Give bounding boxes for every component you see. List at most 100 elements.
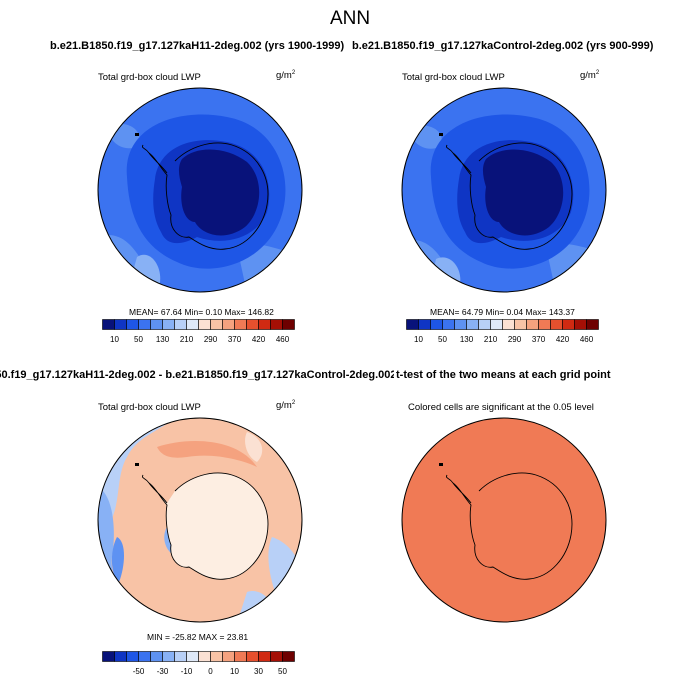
colorbar-swatch: [186, 319, 199, 330]
colorbar-tick-label: 290: [203, 335, 218, 344]
panel4-field-label: Colored cells are significant at the 0.0…: [408, 402, 594, 413]
panel3-title-clip: b.e21.B1850.f19_g17.127kaH11-2deg.002 - …: [0, 369, 394, 383]
main-title: ANN: [329, 8, 371, 29]
colorbar-swatch: [138, 651, 151, 662]
colorbar-swatch: [550, 319, 563, 330]
colorbar-tick-label: 130: [155, 335, 170, 344]
panel2-stats: MEAN= 64.79 Min= 0.04 Max= 143.37: [430, 307, 575, 317]
colorbar-swatch: [198, 319, 211, 330]
colorbar-swatch: [234, 319, 247, 330]
colorbar-swatch: [186, 651, 199, 662]
colorbar-swatch: [586, 319, 599, 330]
colorbar-tick-label: 50: [438, 335, 447, 344]
colorbar-swatch: [418, 319, 431, 330]
colorbar-tick-label: -10: [180, 667, 193, 676]
colorbar-swatch: [406, 319, 419, 330]
colorbar-swatch: [102, 319, 115, 330]
panel1-antarctic-interior: [178, 149, 260, 236]
panel4-island-marker: [439, 463, 443, 466]
colorbar-tick-label: 10: [110, 335, 119, 344]
panel3-stats: MIN = -25.82 MAX = 23.81: [147, 632, 249, 642]
colorbar-tick-label: 0: [208, 667, 213, 676]
colorbar-swatch: [562, 319, 575, 330]
colorbar-swatch: [574, 319, 587, 330]
colorbar-swatch: [246, 319, 259, 330]
panel1-polar-map: [97, 87, 303, 293]
colorbar-swatch: [198, 651, 211, 662]
colorbar-tick-label: 210: [179, 335, 194, 344]
panel2-units: g/m2: [580, 70, 600, 82]
colorbar-tick-label: -30: [156, 667, 169, 676]
panel1-coastline: [142, 142, 269, 250]
panel3-pale-northeast: [245, 432, 263, 462]
panel1-colorbar: [102, 319, 295, 330]
colorbar-swatch: [222, 651, 235, 662]
colorbar-tick-label: 460: [275, 335, 290, 344]
panel1-units: g/m2: [276, 70, 296, 82]
panel2-field-label: Total grd-box cloud LWP: [402, 72, 505, 83]
colorbar-swatch: [114, 319, 127, 330]
panel1-map-border: [97, 87, 303, 293]
panel1-island-marker: [135, 133, 139, 136]
panel2-case-title: b.e21.B1850.f19_g17.127kaControl-2deg.00…: [352, 40, 654, 52]
colorbar-tick-label: 420: [251, 335, 266, 344]
colorbar-swatch: [174, 651, 187, 662]
colorbar-swatch: [246, 651, 259, 662]
panel4-polar-map: [401, 417, 607, 623]
panel2-polar-map: [401, 87, 607, 293]
panel3-map-border: [97, 417, 303, 623]
colorbar-swatch: [270, 319, 283, 330]
colorbar-tick-label: 370: [531, 335, 546, 344]
colorbar-tick-label: 10: [230, 667, 239, 676]
panel4-coastline: [446, 472, 573, 580]
colorbar-swatch: [270, 651, 283, 662]
colorbar-tick-label: -50: [132, 667, 145, 676]
panel2-antarctic-interior: [482, 149, 564, 236]
colorbar-swatch: [430, 319, 443, 330]
panel3-case-title: b.e21.B1850.f19_g17.127kaH11-2deg.002 - …: [0, 369, 394, 381]
colorbar-swatch: [478, 319, 491, 330]
colorbar-swatch: [138, 319, 151, 330]
colorbar-swatch: [210, 319, 223, 330]
panel3-island-marker: [135, 463, 139, 466]
panel2-colorbar: [406, 319, 599, 330]
panel1-field-label: Total grd-box cloud LWP: [98, 72, 201, 83]
panel1-case-title: b.e21.B1850.f19_g17.127kaH11-2deg.002 (y…: [50, 40, 345, 52]
colorbar-swatch: [174, 319, 187, 330]
colorbar-swatch: [150, 319, 163, 330]
panel2-coastline: [446, 142, 573, 250]
colorbar-swatch: [502, 319, 515, 330]
colorbar-swatch: [114, 651, 127, 662]
colorbar-swatch: [258, 319, 271, 330]
colorbar-swatch: [162, 651, 175, 662]
colorbar-tick-label: 290: [507, 335, 522, 344]
colorbar-swatch: [526, 319, 539, 330]
colorbar-swatch: [442, 319, 455, 330]
colorbar-tick-label: 30: [254, 667, 263, 676]
panel3-polar-map: [97, 417, 303, 623]
panel3-units: g/m2: [276, 400, 296, 412]
panel4-map-border: [401, 417, 607, 623]
colorbar-swatch: [126, 319, 139, 330]
colorbar-swatch: [282, 651, 295, 662]
panel3-field-label: Total grd-box cloud LWP: [98, 402, 201, 413]
colorbar-tick-label: 10: [414, 335, 423, 344]
colorbar-swatch: [102, 651, 115, 662]
colorbar-tick-label: 370: [227, 335, 242, 344]
panel3-red-north: [157, 441, 257, 467]
colorbar-swatch: [490, 319, 503, 330]
colorbar-swatch: [210, 651, 223, 662]
panel1-stats: MEAN= 67.64 Min= 0.10 Max= 146.82: [129, 307, 274, 317]
colorbar-swatch: [538, 319, 551, 330]
colorbar-swatch: [282, 319, 295, 330]
colorbar-swatch: [466, 319, 479, 330]
colorbar-swatch: [234, 651, 247, 662]
colorbar-tick-label: 210: [483, 335, 498, 344]
panel3-antarctic-interior: [149, 472, 268, 580]
colorbar-tick-label: 50: [134, 335, 143, 344]
panel4-case-title: t-test of the two means at each grid poi…: [396, 369, 611, 381]
colorbar-swatch: [150, 651, 163, 662]
panel2-map-border: [401, 87, 607, 293]
colorbar-swatch: [162, 319, 175, 330]
colorbar-tick-label: 130: [459, 335, 474, 344]
